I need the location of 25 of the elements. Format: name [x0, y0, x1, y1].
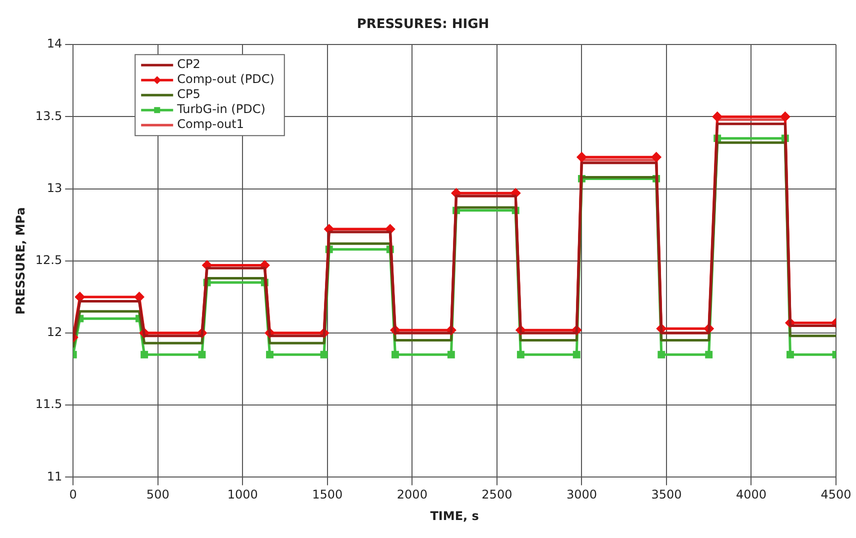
legend-label: Comp-out (PDC)	[177, 72, 274, 86]
y-tick-label: 11	[46, 469, 62, 484]
y-tick-label: 13.5	[35, 108, 62, 123]
y-tick-label: 13	[46, 180, 62, 195]
x-tick-label: 3000	[566, 488, 597, 502]
legend-label: CP5	[177, 87, 200, 102]
x-tick-label: 3500	[651, 488, 682, 502]
y-tick-label: 12.5	[35, 253, 62, 268]
y-tick-label: 14	[46, 36, 62, 51]
x-tick-label: 2500	[482, 488, 512, 502]
x-tick-label: 4500	[820, 488, 852, 502]
x-tick-label: 2000	[396, 488, 428, 502]
x-tick-label: 0	[69, 488, 77, 502]
legend-label: Comp-out1	[177, 117, 244, 132]
x-tick-label: 1500	[312, 488, 343, 502]
legend-label: CP2	[177, 57, 200, 72]
y-tick-label: 12	[46, 325, 62, 340]
x-tick-label: 4000	[736, 488, 767, 502]
y-axis-title: PRESSURE, MPa	[13, 207, 28, 315]
x-tick-label: 1000	[227, 488, 258, 502]
chart-title: PRESSURES: HIGH	[356, 17, 490, 32]
legend-label: TurbG-in (PDC)	[176, 102, 266, 116]
x-axis-title: TIME, s	[430, 508, 479, 523]
x-tick-label: 500	[146, 488, 170, 502]
y-tick-label: 11.5	[35, 397, 62, 412]
